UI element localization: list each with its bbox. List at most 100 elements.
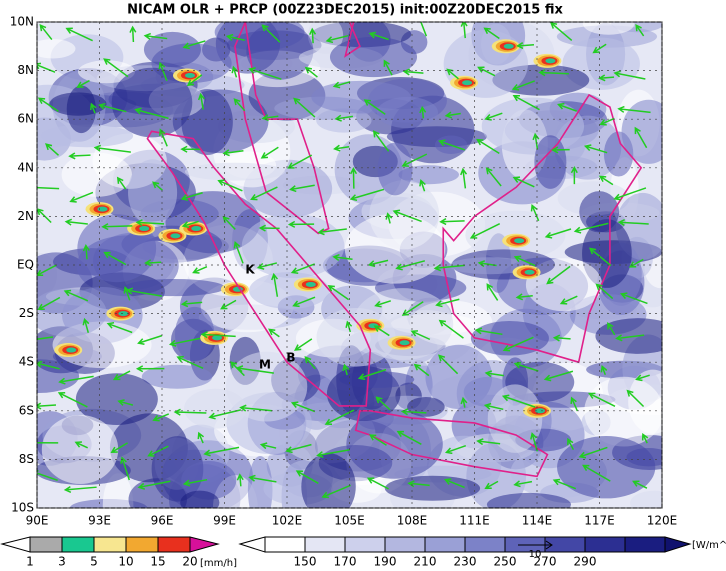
wind-arrow (570, 396, 579, 412)
cloud-shade (376, 96, 438, 129)
legend-label: 170 (334, 555, 357, 569)
wind-arrow (110, 442, 128, 454)
wind-arrow (258, 224, 280, 232)
lat-label: 4N (17, 160, 34, 174)
cloud-shade (384, 475, 481, 501)
wind-arrow (374, 300, 392, 308)
wind-arrow (538, 69, 569, 77)
wind-arrow (512, 95, 540, 111)
wind-arrow (444, 111, 461, 119)
cloud-shade (329, 36, 418, 78)
cloud-shade (184, 162, 286, 181)
legend-end (0, 536, 31, 553)
wind-arrow (293, 338, 313, 351)
wind-arrow (321, 484, 351, 499)
wind-arrow (260, 146, 279, 159)
wind-arrow (474, 327, 503, 336)
wind-arrow (37, 336, 54, 340)
wind-arrow (287, 220, 315, 228)
wind-arrow (37, 360, 60, 370)
wind-arrow (401, 153, 428, 167)
rain-spot (139, 226, 150, 232)
wind-arrow (332, 253, 353, 261)
wind-arrow (182, 40, 206, 50)
wind-arrow (37, 97, 59, 113)
legend-swatch (93, 536, 127, 553)
vector-legend-arrow (518, 540, 553, 550)
wind-arrow (476, 438, 501, 446)
legend-label: 3 (58, 555, 66, 569)
wind-arrow (82, 317, 90, 333)
vector-legend-label: 10 (529, 549, 542, 560)
wind-arrow (543, 370, 574, 382)
legend-label: 290 (574, 555, 597, 569)
legend-swatch (264, 536, 306, 553)
cloud-shade (180, 490, 220, 508)
wind-arrow (438, 139, 466, 151)
wind-arrow (103, 251, 127, 266)
wind-arrow (182, 478, 208, 487)
legend-label: 150 (294, 555, 317, 569)
cloud-shade (346, 409, 443, 479)
wind-arrow (231, 65, 239, 78)
cloud-shade (301, 453, 356, 508)
wind-arrow (546, 265, 571, 285)
wind-arrow (37, 441, 59, 444)
lat-label: 6S (19, 403, 34, 417)
wind-arrow (632, 480, 648, 489)
wind-arrow (287, 154, 313, 169)
legend-swatch (344, 536, 386, 553)
wind-arrow (89, 102, 97, 114)
wind-arrow (144, 259, 162, 267)
wind-arrow (37, 62, 56, 73)
wind-arrow (349, 166, 358, 189)
wind-arrow (373, 325, 390, 337)
wind-arrow (502, 336, 534, 352)
wind-arrow (93, 144, 131, 153)
wind-arrow (37, 186, 60, 190)
wind-arrow (383, 59, 393, 76)
rain-spot (399, 340, 410, 346)
wind-arrow (295, 470, 319, 484)
wind-arrow (203, 446, 240, 457)
rain-spot (545, 58, 556, 64)
wind-arrow (248, 67, 282, 80)
wind-arrow (570, 165, 578, 185)
rain-spot (66, 347, 77, 353)
wind-arrow (57, 391, 88, 408)
wind-arrow (332, 81, 351, 89)
cloud-shade (470, 320, 549, 356)
wind-arrow (285, 443, 312, 454)
wind-arrow (419, 179, 426, 192)
wind-arrow (559, 295, 578, 305)
wind-arrow (120, 456, 131, 481)
lat-label: EQ (17, 258, 34, 272)
legend-label: 270 (534, 555, 557, 569)
wind-arrow (235, 365, 274, 374)
place-label: B (286, 351, 295, 365)
map-layer (37, 22, 662, 508)
legend-label: 10 (118, 555, 133, 569)
wind-arrow (64, 218, 88, 226)
coastline (234, 22, 330, 235)
wind-arrow (180, 145, 201, 153)
wind-arrow (271, 272, 279, 297)
rain-spot (503, 43, 514, 49)
wind-arrow (483, 402, 504, 411)
wind-arrow (65, 27, 93, 42)
legend-label: 20 (182, 555, 197, 569)
cloud-shade (181, 460, 237, 500)
coastline (354, 410, 549, 478)
wind-arrow (435, 298, 460, 308)
wind-arrow (316, 449, 350, 459)
cloud-shade (487, 384, 543, 453)
lon-label: 120E (647, 514, 678, 528)
wind-arrow (325, 34, 349, 44)
legend-end (189, 536, 220, 553)
cloud-shade (626, 448, 662, 467)
wind-arrow (98, 102, 127, 113)
wind-arrow (74, 441, 88, 449)
wind-arrow (420, 22, 428, 37)
cloud-shade (141, 364, 213, 389)
wind-arrow (582, 464, 611, 482)
